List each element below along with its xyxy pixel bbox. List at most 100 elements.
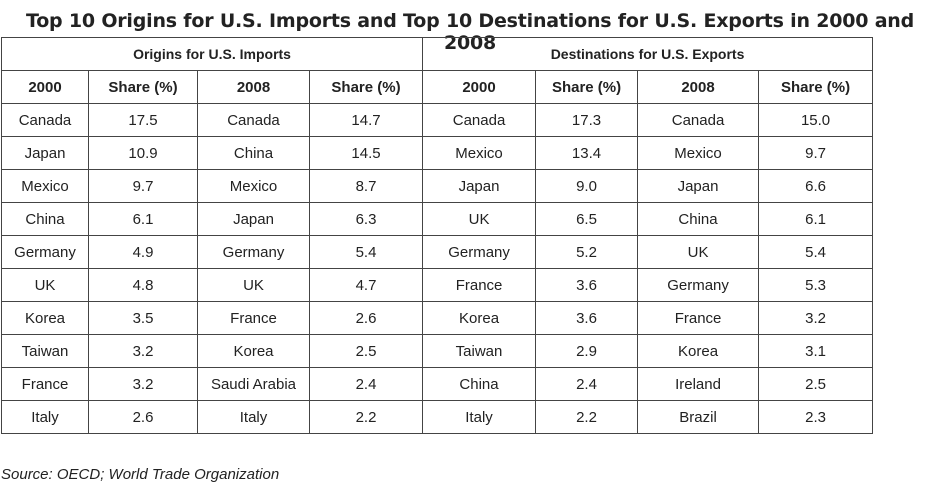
imports-2000-share-cell: 2.6: [88, 400, 198, 434]
table-body: Canada 17.5 Canada 14.7 Canada 17.3 Canada 15.0…: [1, 103, 874, 434]
column-header: Share (%): [758, 70, 874, 104]
exports-2008-country-cell: France: [637, 301, 760, 335]
imports-2008-country-cell: China: [197, 136, 310, 170]
imports-2000-share-cell: 4.8: [88, 268, 198, 302]
column-header-row: 2000 Share (%) 2008 Share (%) 2000 Share…: [1, 70, 874, 104]
exports-2000-share-cell: 17.3: [535, 103, 639, 137]
exports-2000-country-cell: Germany: [422, 235, 537, 269]
exports-2008-share-cell: 15.0: [758, 103, 874, 137]
exports-2008-country-cell: Korea: [637, 334, 760, 368]
exports-2000-country-cell: Canada: [422, 103, 537, 137]
imports-2000-country-cell: Germany: [1, 235, 89, 269]
exports-2008-share-cell: 6.1: [758, 202, 874, 236]
exports-2000-share-cell: 2.4: [535, 367, 639, 401]
exports-2008-share-cell: 2.3: [758, 400, 874, 434]
exports-2000-country-cell: China: [422, 367, 537, 401]
exports-2000-country-cell: Taiwan: [422, 334, 537, 368]
imports-2008-country-cell: Italy: [197, 400, 310, 434]
exports-2000-share-cell: 6.5: [535, 202, 639, 236]
imports-2000-share-cell: 10.9: [88, 136, 198, 170]
imports-group-header: Origins for U.S. Imports: [0, 37, 424, 71]
imports-2008-country-cell: France: [197, 301, 310, 335]
exports-2008-share-cell: 5.4: [758, 235, 874, 269]
imports-2000-share-cell: 3.2: [88, 334, 198, 368]
imports-2008-country-cell: Japan: [197, 202, 310, 236]
imports-2000-country-cell: UK: [1, 268, 89, 302]
imports-2008-share-cell: 2.5: [308, 334, 424, 368]
table-row: Korea 3.5 France 2.6 Korea 3.6 France 3.2: [1, 301, 874, 335]
exports-2008-country-cell: Ireland: [637, 367, 760, 401]
exports-2008-country-cell: China: [637, 202, 760, 236]
imports-2008-share-cell: 8.7: [308, 169, 424, 203]
exports-2008-country-cell: Mexico: [637, 136, 760, 170]
column-header: Share (%): [535, 70, 639, 104]
exports-2000-share-cell: 13.4: [535, 136, 639, 170]
imports-2008-country-cell: UK: [197, 268, 310, 302]
imports-2008-country-cell: Canada: [197, 103, 310, 137]
imports-2008-country-cell: Korea: [197, 334, 310, 368]
imports-2008-country-cell: Germany: [197, 235, 310, 269]
column-header: 2008: [197, 70, 310, 104]
imports-2000-share-cell: 6.1: [88, 202, 198, 236]
imports-2008-country-cell: Mexico: [197, 169, 310, 203]
exports-2000-share-cell: 3.6: [535, 301, 639, 335]
imports-2008-share-cell: 2.2: [308, 400, 424, 434]
imports-2008-share-cell: 6.3: [308, 202, 424, 236]
imports-2000-country-cell: Japan: [1, 136, 89, 170]
exports-2000-country-cell: France: [422, 268, 537, 302]
exports-2000-share-cell: 5.2: [535, 235, 639, 269]
imports-2000-country-cell: Italy: [1, 400, 89, 434]
exports-2000-country-cell: Korea: [422, 301, 537, 335]
exports-2008-share-cell: 9.7: [758, 136, 874, 170]
exports-2008-share-cell: 6.6: [758, 169, 874, 203]
imports-2008-share-cell: 2.6: [308, 301, 424, 335]
exports-2000-share-cell: 2.2: [535, 400, 639, 434]
imports-2008-share-cell: 5.4: [308, 235, 424, 269]
column-header: Share (%): [308, 70, 424, 104]
table-row: Germany 4.9 Germany 5.4 Germany 5.2 UK 5.4: [1, 235, 874, 269]
exports-2008-country-cell: Brazil: [637, 400, 760, 434]
exports-2008-share-cell: 3.1: [758, 334, 874, 368]
column-header: 2000: [1, 70, 89, 104]
imports-2008-share-cell: 14.5: [308, 136, 424, 170]
table-row: Japan 10.9 China 14.5 Mexico 13.4 Mexico 9.7: [1, 136, 874, 170]
exports-2008-share-cell: 2.5: [758, 367, 874, 401]
imports-2000-country-cell: Mexico: [1, 169, 89, 203]
table-row: Italy 2.6 Italy 2.2 Italy 2.2 Brazil 2.3: [1, 400, 874, 434]
exports-2008-country-cell: Germany: [637, 268, 760, 302]
imports-2000-country-cell: Canada: [1, 103, 89, 137]
imports-2008-share-cell: 2.4: [308, 367, 424, 401]
group-header-row: Origins for U.S. Imports Destinations fo…: [0, 37, 874, 71]
trade-table: Origins for U.S. Imports Destinations fo…: [0, 37, 874, 434]
source-note: Source: OECD; World Trade Organization: [1, 466, 280, 483]
table-row: Canada 17.5 Canada 14.7 Canada 17.3 Canada 15.0: [1, 103, 874, 137]
imports-2000-country-cell: France: [1, 367, 89, 401]
imports-2008-country-cell: Saudi Arabia: [197, 367, 310, 401]
exports-2008-country-cell: Japan: [637, 169, 760, 203]
column-header: 2000: [422, 70, 537, 104]
exports-2000-country-cell: Japan: [422, 169, 537, 203]
table-row: UK 4.8 UK 4.7 France 3.6 Germany 5.3: [1, 268, 874, 302]
imports-2000-share-cell: 9.7: [88, 169, 198, 203]
table-row: Mexico 9.7 Mexico 8.7 Japan 9.0 Japan 6.6: [1, 169, 874, 203]
exports-2008-country-cell: Canada: [637, 103, 760, 137]
imports-2000-share-cell: 3.2: [88, 367, 198, 401]
table-row: France 3.2 Saudi Arabia 2.4 China 2.4 Ireland 2…: [1, 367, 874, 401]
exports-2000-share-cell: 9.0: [535, 169, 639, 203]
imports-2000-country-cell: Korea: [1, 301, 89, 335]
imports-2008-share-cell: 14.7: [308, 103, 424, 137]
exports-2000-share-cell: 3.6: [535, 268, 639, 302]
exports-2008-share-cell: 5.3: [758, 268, 874, 302]
exports-2000-share-cell: 2.9: [535, 334, 639, 368]
table-row: China 6.1 Japan 6.3 UK 6.5 China 6.1: [1, 202, 874, 236]
imports-2000-share-cell: 3.5: [88, 301, 198, 335]
exports-2000-country-cell: Mexico: [422, 136, 537, 170]
exports-2008-country-cell: UK: [637, 235, 760, 269]
exports-2008-share-cell: 3.2: [758, 301, 874, 335]
imports-2000-country-cell: Taiwan: [1, 334, 89, 368]
table-row: Taiwan 3.2 Korea 2.5 Taiwan 2.9 Korea 3.1: [1, 334, 874, 368]
exports-2000-country-cell: UK: [422, 202, 537, 236]
column-header: 2008: [637, 70, 760, 104]
column-header: Share (%): [88, 70, 198, 104]
imports-2000-share-cell: 4.9: [88, 235, 198, 269]
